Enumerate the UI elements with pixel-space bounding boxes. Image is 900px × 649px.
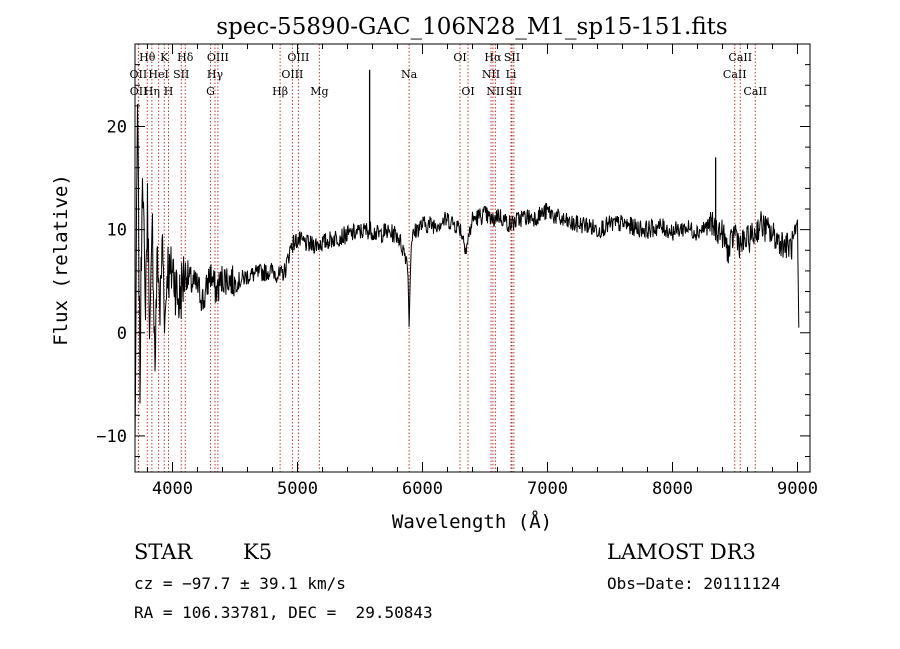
y-tick-label-3: 20	[107, 118, 127, 138]
spectrum-series-line	[134, 103, 800, 440]
line-label-24: SII	[506, 85, 522, 98]
line-label-5: K	[160, 51, 169, 64]
line-label-27: CaII	[743, 85, 767, 98]
line-label-9: OIII	[207, 51, 229, 64]
line-label-14: OIII	[281, 68, 303, 81]
line-label-20: SII	[504, 51, 520, 64]
line-label-16: Na	[401, 68, 418, 81]
line-label-0: Hθ	[139, 51, 156, 64]
spectrum-spikes	[368, 69, 717, 235]
y-tick-label-1: 0	[117, 324, 127, 344]
line-label-22: Li	[506, 68, 517, 81]
y-axis-label: Flux (relative)	[50, 174, 72, 346]
line-label-4: HeI	[148, 68, 168, 81]
line-label-17: OI	[453, 51, 466, 64]
line-label-2: OII	[130, 85, 148, 98]
line-label-8: Hδ	[177, 51, 194, 64]
y-tick-label-0: −10	[96, 427, 127, 447]
x-tick-label-5: 9000	[777, 479, 818, 499]
axis-tick-labels: 4000 5000 6000 7000 8000 9000 −10 0 10 20	[96, 118, 818, 499]
line-label-25: CaII	[723, 68, 747, 81]
x-tick-label-1: 5000	[277, 479, 318, 499]
plot-frame	[134, 43, 811, 473]
chart-title: spec-55890-GAC_106N28_M1_sp15-151.fits	[216, 14, 727, 40]
line-label-15: Mg	[310, 85, 328, 98]
redshift-text: cz = −97.7 ± 39.1 km/s	[134, 574, 346, 593]
x-axis-label: Wavelength (Å)	[392, 510, 552, 533]
line-label-12: Hβ	[272, 85, 288, 98]
line-label-3: Hη	[144, 85, 160, 98]
line-label-6: H	[164, 85, 174, 98]
x-tick-label-0: 4000	[152, 479, 193, 499]
object-subclass: K5	[243, 540, 273, 564]
coordinates-text: RA = 106.33781, DEC = 29.50843	[134, 603, 433, 622]
line-label-23: NII	[486, 85, 504, 98]
line-label-1: OII	[130, 68, 148, 81]
line-label-19: Hα	[484, 51, 502, 64]
object-class: STAR	[134, 540, 193, 564]
obs-date: Obs−Date: 20111124	[607, 574, 781, 593]
spectral-line-markers	[137, 44, 756, 472]
x-tick-label-4: 8000	[652, 479, 693, 499]
line-label-10: Hγ	[207, 68, 224, 81]
axis-ticks	[135, 44, 810, 472]
x-tick-label-3: 7000	[527, 479, 568, 499]
line-label-11: G	[206, 85, 215, 98]
survey-name: LAMOST DR3	[607, 540, 756, 564]
line-label-26: CaII	[728, 51, 752, 64]
line-label-13: OIII	[287, 51, 309, 64]
line-label-21: NII	[482, 68, 500, 81]
x-tick-label-2: 6000	[402, 479, 443, 499]
y-tick-label-2: 10	[107, 221, 127, 241]
line-label-7: SII	[173, 68, 189, 81]
line-label-18: OI	[461, 85, 474, 98]
